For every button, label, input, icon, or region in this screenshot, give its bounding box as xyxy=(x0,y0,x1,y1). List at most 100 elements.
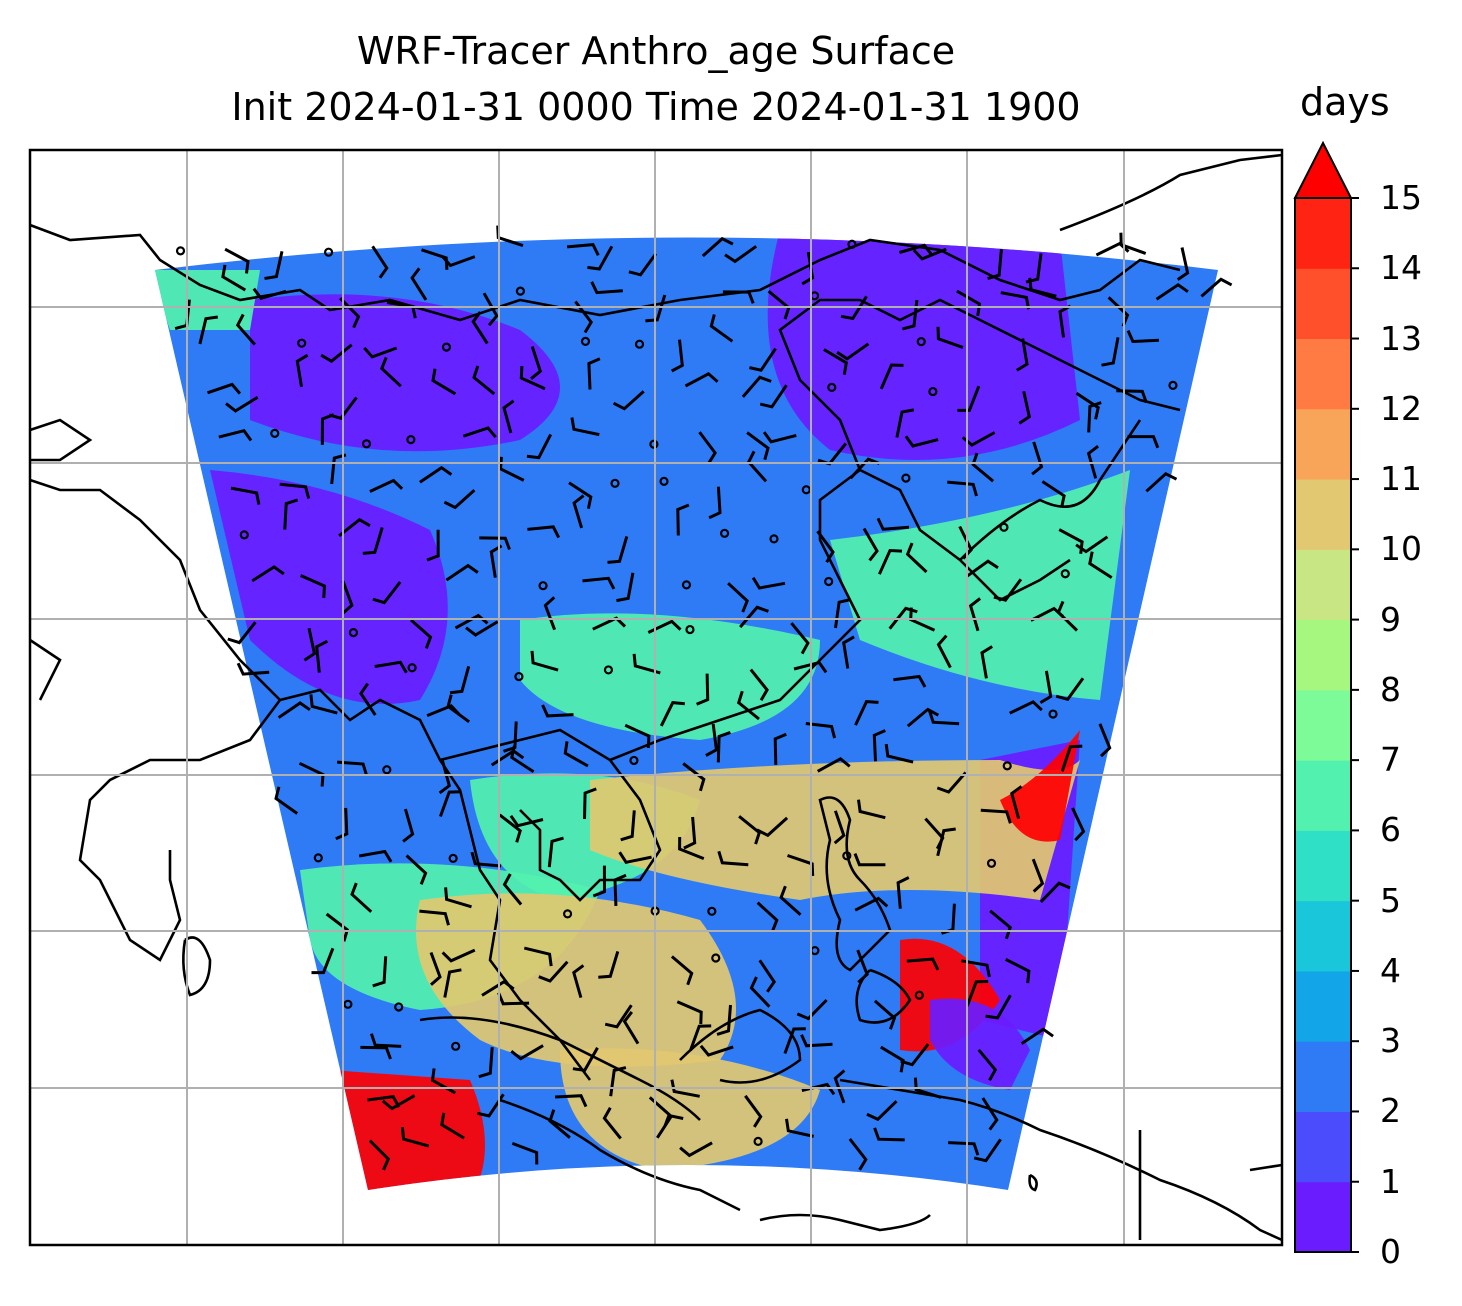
wind-barb xyxy=(787,854,815,876)
wind-barb xyxy=(936,326,964,349)
wind-barb xyxy=(1098,723,1112,758)
wind-barb xyxy=(497,992,530,1006)
wind-barb xyxy=(977,1048,998,1082)
wind-barb xyxy=(906,707,940,728)
wind-barb xyxy=(900,1043,930,1067)
wind-barb xyxy=(443,968,462,998)
wind-barb xyxy=(1155,282,1189,301)
wind-barb xyxy=(783,1027,806,1055)
wind-barb xyxy=(779,885,802,916)
wind-barb xyxy=(441,948,476,963)
wind-barb xyxy=(277,701,311,719)
wind-barb xyxy=(956,289,982,317)
wind-barb xyxy=(555,1094,588,1108)
wind-barb xyxy=(227,621,257,645)
wind-barb xyxy=(854,896,889,912)
colorbar-tick-label: 15 xyxy=(1380,178,1422,217)
calm-wind-marker xyxy=(914,990,924,1000)
wind-barb xyxy=(709,314,734,343)
calm-wind-marker xyxy=(441,342,452,352)
wind-barb xyxy=(225,395,259,413)
colorbar-tick-label: 9 xyxy=(1380,599,1401,639)
wind-barb xyxy=(862,527,879,562)
wind-barb xyxy=(320,413,335,445)
colorbar-bin xyxy=(1295,338,1351,410)
wind-barb xyxy=(572,1047,599,1073)
wind-barb xyxy=(440,1112,465,1140)
wind-barb xyxy=(790,622,810,655)
wind-barb xyxy=(736,690,760,721)
wind-barb xyxy=(426,529,440,562)
wind-barb xyxy=(898,243,933,256)
wind-barb xyxy=(309,694,338,715)
wind-barb xyxy=(895,408,915,438)
colorbar-bin xyxy=(1295,549,1351,621)
map-frame xyxy=(28,148,1284,1247)
wind-barb xyxy=(936,771,967,794)
colorbar-tick-label: 5 xyxy=(1380,880,1401,920)
wind-barb xyxy=(805,722,837,739)
wind-barb xyxy=(369,1033,402,1048)
wind-barb xyxy=(749,668,769,702)
wind-barb xyxy=(701,236,734,258)
wind-barb xyxy=(572,964,585,999)
wind-barb xyxy=(380,356,402,388)
colorbar-bin xyxy=(1295,689,1351,761)
wind-barb xyxy=(274,786,299,815)
wind-barb xyxy=(856,949,869,984)
wind-barb xyxy=(574,300,594,334)
wind-barb xyxy=(896,876,910,909)
colorbar-bin xyxy=(1295,830,1351,902)
wind-barb xyxy=(683,816,697,850)
wind-barb xyxy=(647,619,682,634)
wind-barb xyxy=(759,384,788,409)
wind-barb xyxy=(363,346,398,359)
wind-barb xyxy=(853,853,886,867)
calm-wind-marker xyxy=(719,528,730,538)
colorbar-tick-label: 1 xyxy=(1380,1161,1401,1201)
colorbar-tick-label: 14 xyxy=(1380,248,1422,288)
wind-barb xyxy=(358,849,393,863)
wind-barb xyxy=(478,1047,494,1079)
wind-barb xyxy=(454,613,489,630)
wind-barb xyxy=(1000,291,1031,310)
wind-barb xyxy=(303,627,317,662)
wind-barb xyxy=(236,662,270,676)
wind-barb xyxy=(367,1094,401,1108)
wind-barb xyxy=(616,572,635,603)
wind-barb xyxy=(670,1079,700,1098)
wind-barb xyxy=(684,371,719,388)
wind-barb xyxy=(470,851,502,868)
wind-barb xyxy=(570,417,600,437)
colorbar-bin xyxy=(1295,408,1351,480)
wind-barb xyxy=(1020,1027,1054,1045)
wind-barb xyxy=(583,787,597,820)
wind-barb xyxy=(756,901,779,932)
wind-barb xyxy=(893,674,927,688)
calm-wind-marker xyxy=(901,473,911,483)
wind-barb xyxy=(405,854,428,885)
wind-barb xyxy=(696,673,710,706)
calm-wind-marker xyxy=(1002,761,1012,771)
wind-barb xyxy=(1055,677,1085,702)
colorbar-bin xyxy=(1295,1181,1351,1253)
calm-wind-marker xyxy=(659,476,669,486)
wind-barb xyxy=(857,799,886,820)
wind-barb xyxy=(624,723,651,748)
wind-barb xyxy=(548,1109,571,1139)
wind-barb xyxy=(400,1126,430,1148)
wind-barb xyxy=(705,723,719,757)
wind-barb xyxy=(840,295,868,321)
wind-barb xyxy=(751,576,786,590)
wind-barb xyxy=(498,456,525,482)
wind-barb xyxy=(879,363,904,390)
wind-barb xyxy=(612,390,645,411)
wind-barb xyxy=(538,960,569,983)
wind-barb xyxy=(311,947,335,975)
calm-wind-marker xyxy=(514,671,524,682)
wind-barb xyxy=(429,951,442,986)
calm-wind-marker xyxy=(634,339,645,349)
colorbar-tick-label: 4 xyxy=(1380,950,1401,990)
wind-barb xyxy=(833,810,846,845)
calm-wind-marker xyxy=(649,439,659,449)
